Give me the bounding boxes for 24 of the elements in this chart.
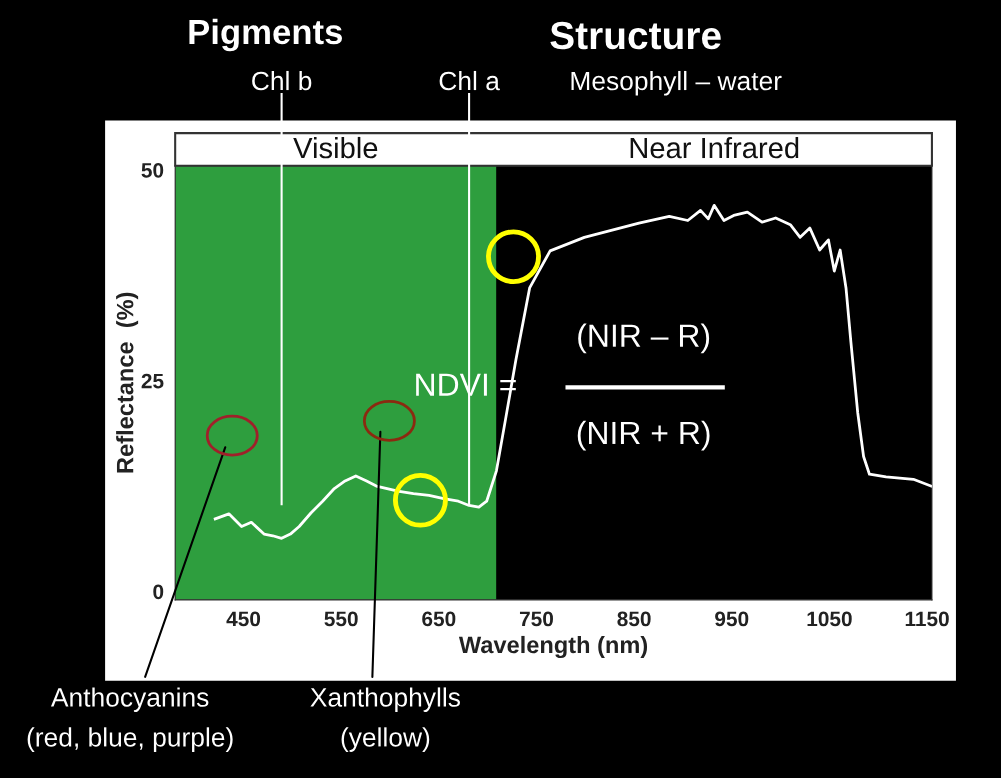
y-tick-label: 50 [141, 162, 164, 178]
ref-line-label: Chl a [439, 70, 500, 91]
x-tick-label: 950 [715, 611, 749, 627]
x-tick-label: 750 [519, 611, 553, 627]
x-tick-label: 1050 [807, 611, 852, 627]
y-tick-label: 25 [141, 373, 164, 389]
x-axis-title: Wavelength (nm) [458, 635, 648, 659]
annotation: (NIR – R) [578, 323, 710, 354]
annotation: (NIR + R) [577, 420, 710, 451]
x-tick-label: 1150 [905, 611, 949, 627]
ref-line-label: Chl b [252, 70, 312, 91]
y-axis-title: Reflectance (%) [116, 292, 139, 473]
text: Anthocyanins (red, blue, purple) [27, 687, 233, 752]
x-tick-label: 850 [617, 611, 651, 627]
text: Pigments [189, 18, 342, 52]
text: Structure [550, 21, 721, 50]
text: Xanthophylls (yellow) [310, 687, 460, 752]
x-tick-label: 450 [226, 611, 261, 627]
x-tick-label: 550 [324, 611, 358, 627]
x-tick-label: 650 [422, 611, 456, 627]
band-label: Visible [293, 136, 378, 159]
y-tick-label: 0 [153, 584, 164, 600]
band-label: Near Infrared [630, 136, 799, 159]
text: Mesophyll – water [571, 70, 782, 96]
